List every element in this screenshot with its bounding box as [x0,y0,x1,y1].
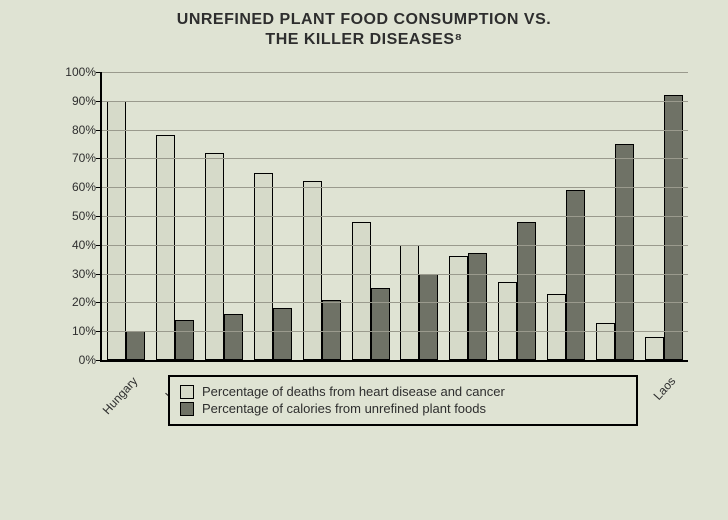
bar [547,294,566,360]
grid-line [102,130,688,131]
grid-line [102,101,688,102]
ytick-label: 40% [46,238,96,252]
grid-line [102,274,688,275]
legend-label-1: Percentage of deaths from heart disease … [202,383,505,401]
legend-item-2: Percentage of calories from unrefined pl… [180,400,626,418]
bar [156,135,175,360]
ytick-label: 30% [46,267,96,281]
ytick-mark [96,216,100,217]
bar [224,314,243,360]
ytick-mark [96,360,100,361]
ytick-mark [96,274,100,275]
ytick-label: 20% [46,295,96,309]
bar [322,300,341,360]
bar [273,308,292,360]
bar [449,256,468,360]
bar [645,337,664,360]
bar [371,288,390,360]
ytick-label: 60% [46,180,96,194]
ytick-label: 70% [46,151,96,165]
plot-area [100,72,688,362]
legend-label-2: Percentage of calories from unrefined pl… [202,400,486,418]
bar [175,320,194,360]
xtick-label: Hungary [100,374,141,417]
bar [615,144,634,360]
legend-swatch-calories [180,402,194,416]
ytick-mark [96,331,100,332]
ytick-label: 50% [46,209,96,223]
title-line-2: THE KILLER DISEASES⁸ [265,31,462,48]
ytick-mark [96,101,100,102]
bar [664,95,683,360]
legend: Percentage of deaths from heart disease … [168,375,638,426]
chart-title: UNREFINED PLANT FOOD CONSUMPTION VS. THE… [0,0,728,50]
bar [517,222,536,360]
ytick-mark [96,245,100,246]
page: UNREFINED PLANT FOOD CONSUMPTION VS. THE… [0,0,728,520]
grid-line [102,158,688,159]
ytick-label: 0% [46,353,96,367]
ytick-label: 90% [46,94,96,108]
ytick-label: 80% [46,123,96,137]
chart: 0%10%20%30%40%50%60%70%80%90%100% Hungar… [40,72,688,432]
bar [468,253,487,360]
bar [419,274,438,360]
ytick-mark [96,158,100,159]
grid-line [102,245,688,246]
bar [352,222,371,360]
bar [126,331,145,360]
legend-item-1: Percentage of deaths from heart disease … [180,383,626,401]
ytick-mark [96,72,100,73]
ytick-mark [96,130,100,131]
grid-line [102,72,688,73]
bar [205,153,224,360]
ytick-mark [96,302,100,303]
bar [303,181,322,360]
xtick-label: Laos [650,374,678,403]
grid-line [102,302,688,303]
ytick-label: 10% [46,324,96,338]
bar [498,282,517,360]
grid-line [102,216,688,217]
bar [107,101,126,360]
grid-line [102,331,688,332]
legend-swatch-deaths [180,385,194,399]
bar [596,323,615,360]
grid-line [102,187,688,188]
ytick-label: 100% [46,65,96,79]
title-line-1: UNREFINED PLANT FOOD CONSUMPTION VS. [177,11,551,28]
ytick-mark [96,187,100,188]
